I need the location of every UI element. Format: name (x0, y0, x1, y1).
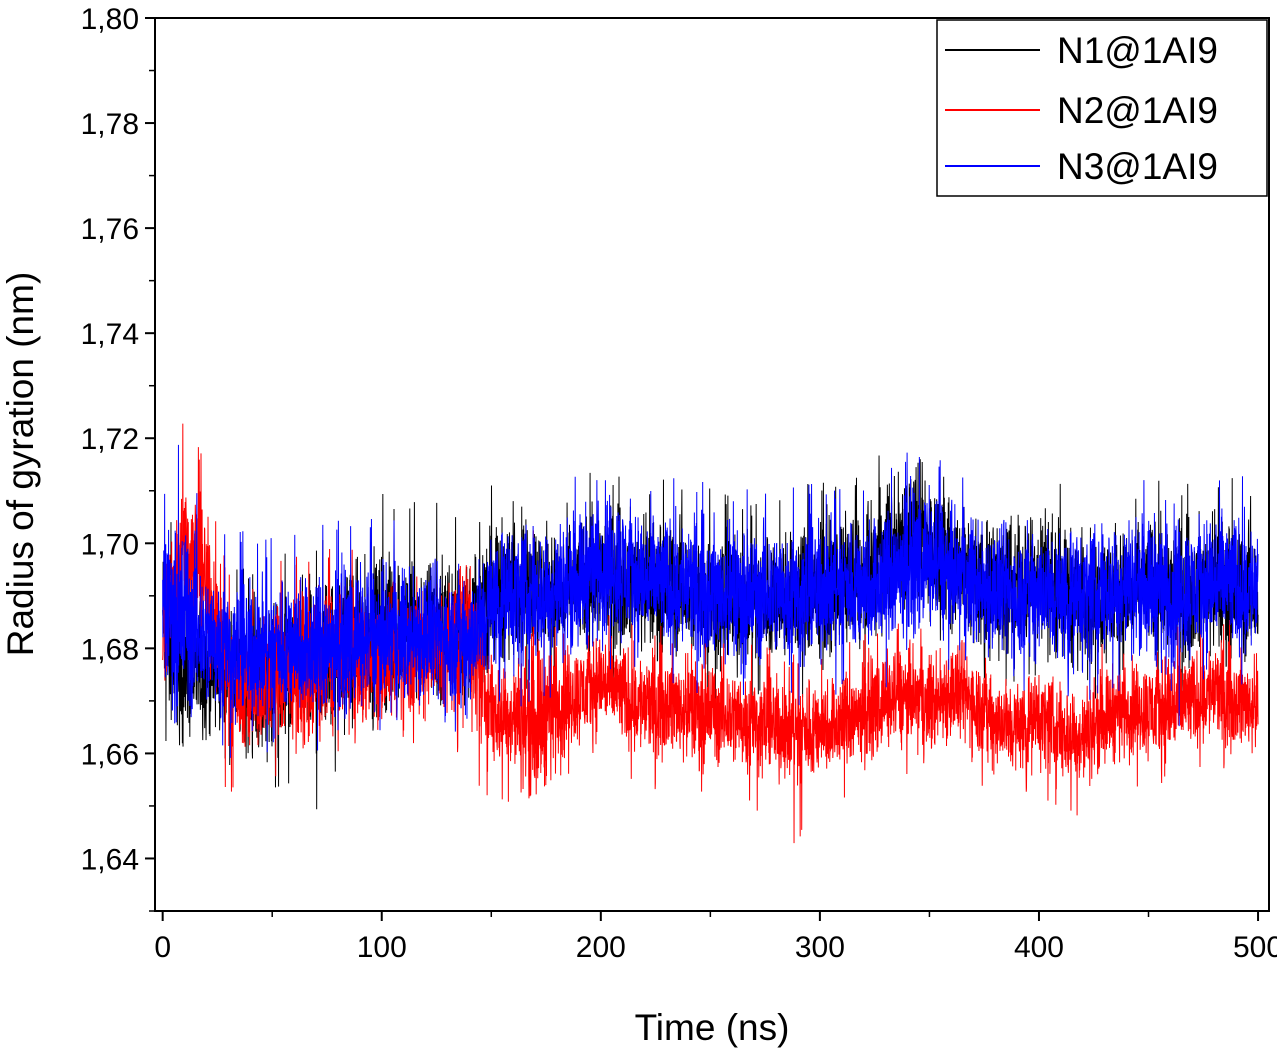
x-tick-label: 200 (576, 931, 626, 964)
legend: N1@1AI9 N2@1AI9 N3@1AI9 (936, 19, 1268, 197)
y-tick-label: 1,66 (81, 738, 139, 771)
series-layer (162, 423, 1259, 844)
legend-label-n3: N3@1AI9 (1057, 146, 1218, 187)
y-tick-label: 1,76 (81, 213, 139, 246)
y-tick-label: 1,64 (81, 843, 139, 876)
axis-layer: 0 100 200 300 400 500 1,64 1,66 1,68 1,70 1,72 1,74… (81, 3, 1277, 964)
y-tick-label: 1,68 (81, 633, 139, 666)
y-tick-label: 1,72 (81, 423, 139, 456)
series-line-n3-1ai9 (162, 444, 1259, 758)
plot-frame (154, 17, 1270, 912)
y-tick-label: 1,78 (81, 108, 139, 141)
y-tick-label: 1,70 (81, 528, 139, 561)
legend-label-n1: N1@1AI9 (1057, 30, 1218, 71)
x-axis-title: Time (ns) (635, 1007, 790, 1048)
x-tick-label: 500 (1233, 931, 1277, 964)
y-axis-title: Radius of gyration (nm) (0, 272, 41, 657)
y-tick-label: 1,80 (81, 3, 139, 36)
x-tick-label: 100 (357, 931, 407, 964)
x-tick-label: 400 (1014, 931, 1064, 964)
y-tick-label: 1,74 (81, 318, 139, 351)
x-tick-label: 0 (154, 931, 171, 964)
x-tick-label: 300 (795, 931, 845, 964)
legend-label-n2: N2@1AI9 (1057, 90, 1218, 131)
